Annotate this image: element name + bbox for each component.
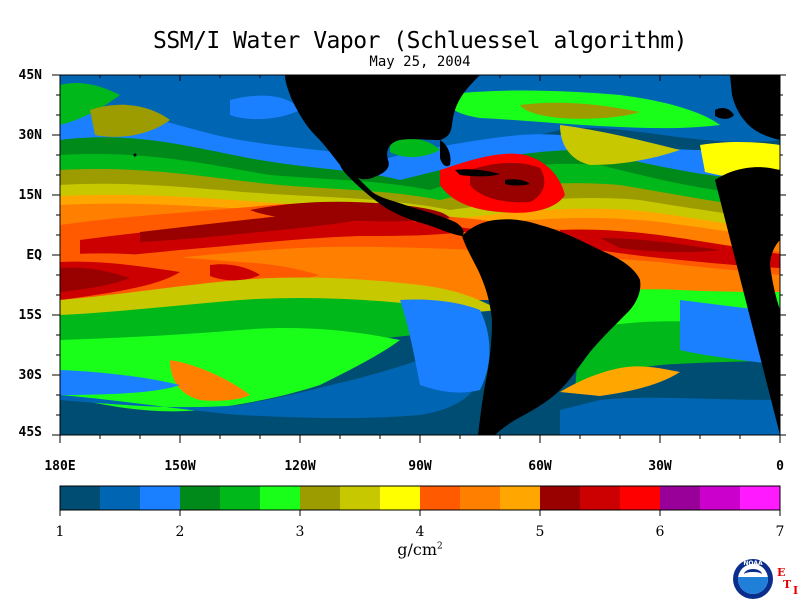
lat-label-15s: 15S	[18, 308, 42, 323]
lat-label-30s: 30S	[18, 368, 42, 383]
colorbar-frame	[59, 485, 781, 511]
colorbar-swatch-11	[460, 486, 501, 510]
colorbar-tick-1: 1	[55, 524, 65, 540]
colorbar-swatch-17	[700, 486, 741, 510]
colorbar-swatch-4	[180, 486, 221, 510]
colorbar-swatch-15	[620, 486, 661, 510]
colorbar-swatch-1	[60, 486, 101, 510]
map-date: May 25, 2004	[369, 54, 471, 70]
colorbar-swatch-12	[500, 486, 541, 510]
lon-label-90w: 90W	[408, 459, 432, 474]
colorbar-swatch-10	[420, 486, 461, 510]
colorbar	[59, 486, 781, 516]
units-text: g/cm	[397, 540, 438, 559]
vapor-field	[60, 75, 780, 435]
colorbar-swatch-5	[220, 486, 261, 510]
noaa-logo: NOAA	[733, 559, 773, 599]
credit-letter-e: E	[777, 566, 786, 579]
logo-bird-icon	[744, 569, 762, 580]
colorbar-swatch-16	[660, 486, 701, 510]
units-exponent: 2	[437, 541, 443, 552]
axis-ticks	[52, 74, 786, 443]
lat-label-45n: 45N	[18, 68, 42, 83]
colorbar-tick-4: 4	[415, 524, 425, 540]
map-title: SSM/I Water Vapor (Schluessel algorithm)	[153, 28, 687, 54]
lat-label-eq: EQ	[26, 248, 42, 263]
lat-label-45s: 45S	[18, 425, 42, 440]
lon-label-120w: 120W	[284, 459, 316, 474]
colorbar-swatch-13	[540, 486, 581, 510]
lon-label-0: 0	[776, 459, 784, 474]
logo-text: NOAA	[743, 560, 763, 567]
colorbar-tick-7: 7	[775, 524, 785, 540]
colorbar-swatch-8	[340, 486, 381, 510]
colorbar-units: g/cm2	[370, 540, 470, 559]
lon-label-150w: 150W	[164, 459, 196, 474]
logo-wave	[738, 577, 768, 594]
lat-label-15n: 15N	[18, 188, 42, 203]
lon-label-30w: 30W	[648, 459, 672, 474]
colorbar-swatch-3	[140, 486, 181, 510]
colorbar-swatch-2	[100, 486, 141, 510]
lon-label-180e: 180E	[44, 459, 76, 474]
colorbar-tick-5: 5	[535, 524, 545, 540]
lon-label-60w: 60W	[528, 459, 552, 474]
lat-label-30n: 30N	[18, 128, 42, 143]
credit-letter-t: T	[783, 578, 792, 591]
colorbar-tick-3: 3	[295, 524, 305, 540]
colorbar-swatch-14	[580, 486, 621, 510]
colorbar-swatch-7	[300, 486, 341, 510]
credit-letter-i: I	[793, 584, 799, 597]
land-masses	[133, 75, 780, 435]
colorbar-swatch-9	[380, 486, 421, 510]
colorbar-tick-2: 2	[175, 524, 185, 540]
colorbar-tick-6: 6	[655, 524, 665, 540]
colorbar-swatch-18	[740, 486, 781, 510]
colorbar-swatch-6	[260, 486, 301, 510]
